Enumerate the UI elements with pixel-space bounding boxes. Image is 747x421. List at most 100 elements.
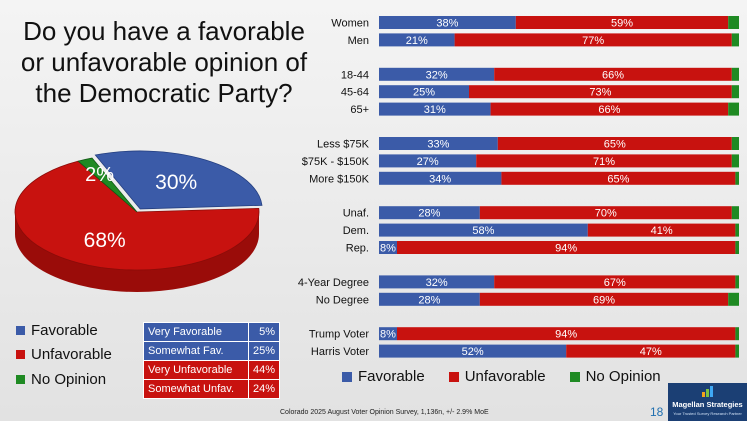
bar-legend-unfavorable: Unfavorable [448,368,546,385]
bar-favorable-label: 38% [436,18,458,30]
favorable-swatch [16,325,25,335]
bar-no-opinion [735,327,739,341]
bar-unfavorable-label: 47% [640,346,662,358]
bar-category-label: $75K - $150K [302,156,370,168]
bar-category-label: Less $75K [317,139,370,151]
detail-value: 24% [247,379,281,399]
pie-slice-favorable [94,150,263,210]
detail-label: Very Unfavorable [143,360,249,380]
bar-favorable [379,102,491,116]
bar-no-opinion [735,223,739,237]
company-logo: Magellan Strategies Your Trusted Survey … [668,383,747,421]
bar-favorable-label: 33% [427,139,449,151]
bar-favorable-label: 31% [424,104,446,116]
bar-favorable [379,171,502,185]
bar-favorable-label: 34% [429,173,451,185]
bar-unfavorable [490,102,729,116]
unfavorable-swatch [448,371,459,382]
bar-unfavorable-label: 69% [593,294,615,306]
legend-no-opinion-label: No Opinion [31,370,107,388]
detail-value: 25% [247,341,281,361]
bar-unfavorable-label: 67% [604,277,626,289]
bar-unfavorable [454,33,732,47]
no-opinion-swatch [569,371,580,382]
bar-unfavorable-label: 41% [651,225,673,237]
bar-favorable [379,137,498,150]
bar-unfavorable [515,16,729,29]
bar-unfavorable-label: 77% [582,35,604,47]
bar-unfavorable-label: 71% [593,156,615,168]
detail-value: 44% [247,360,281,380]
bar-favorable [379,292,480,306]
bar-unfavorable [566,344,736,358]
legend-favorable-label: Favorable [31,321,98,339]
bar-unfavorable [479,206,732,220]
pie-label-favorable: 30% [155,171,197,194]
bar-category-label: Dem. [343,225,369,237]
bar-category-label: Men [348,35,369,47]
detail-label: Somewhat Fav. [143,341,249,361]
bar-legend: Favorable Unfavorable No Opinion [342,368,661,385]
bar-favorable [379,327,397,341]
bar-favorable [379,16,516,29]
pie-chart: 30% 68% 2% [14,150,263,292]
bar-favorable-label: 58% [472,225,494,237]
bar-no-opinion [731,206,739,220]
bar-no-opinion [728,292,739,306]
bar-favorable-label: 52% [462,346,484,358]
table-row: Somewhat Fav. 25% [143,341,281,361]
bar-category-label: 65+ [350,104,369,116]
bar-category-label: No Degree [316,294,369,306]
bar-favorable-label: 28% [418,208,440,220]
bar-no-opinion [735,344,739,358]
bar-favorable [379,206,480,220]
logo-bars-icon [702,386,713,397]
bar-favorable-label: 28% [418,294,440,306]
table-row: Very Unfavorable 44% [143,360,281,380]
legend-unfavorable-label: Unfavorable [31,346,112,364]
bar-unfavorable [469,85,732,99]
bar-unfavorable-label: 59% [611,18,633,30]
bar-favorable [379,154,477,168]
legend-unfavorable: Unfavorable [16,343,112,368]
bar-no-opinion [735,275,739,289]
favorable-swatch [342,371,352,382]
bar-no-opinion [731,33,739,47]
table-row: Somewhat Unfav. 24% [143,379,281,399]
bar-category-label: 45-64 [341,87,369,99]
bar-no-opinion [735,171,739,185]
bar-legend-no-opinion-label: No Opinion [585,368,661,385]
unfavorable-swatch [16,350,25,360]
bar-favorable [379,275,495,289]
logo-name: Magellan Strategies [672,400,743,409]
bar-unfavorable [479,292,729,306]
bar-unfavorable-label: 94% [555,243,577,255]
bar-unfavorable-label: 94% [555,329,577,341]
bar-unfavorable [587,223,736,237]
bar-category-label: 4-Year Degree [298,277,369,289]
legend-no-opinion: No Opinion [16,367,112,392]
bar-favorable [379,33,455,47]
detail-table: Very Favorable 5% Somewhat Fav. 25% Very… [143,322,281,399]
pie-side-wall [15,212,259,292]
bar-category-label: 18-44 [341,69,369,81]
logo-tagline: Your Trusted Survey Research Partner [673,411,742,416]
pie-label-unfavorable: 68% [84,229,126,252]
bar-favorable-label: 8% [380,329,396,341]
bar-unfavorable-label: 66% [602,69,624,81]
bar-no-opinion [731,67,739,81]
bar-unfavorable-label: 65% [607,173,629,185]
bar-favorable-label: 21% [406,35,428,47]
bar-favorable-label: 32% [426,69,448,81]
bar-category-label: More $150K [309,173,370,185]
bar-favorable [379,344,567,358]
legend-favorable: Favorable [16,318,112,343]
bar-category-label: Women [331,18,369,30]
bar-category-label: Trump Voter [309,329,369,341]
pie-legend: Favorable Unfavorable No Opinion [16,318,112,392]
bar-unfavorable-label: 73% [589,87,611,99]
footnote: Colorado 2025 August Voter Opinion Surve… [280,409,489,416]
bar-favorable-label: 32% [426,277,448,289]
bar-favorable-label: 27% [417,156,439,168]
bar-favorable [379,67,495,81]
